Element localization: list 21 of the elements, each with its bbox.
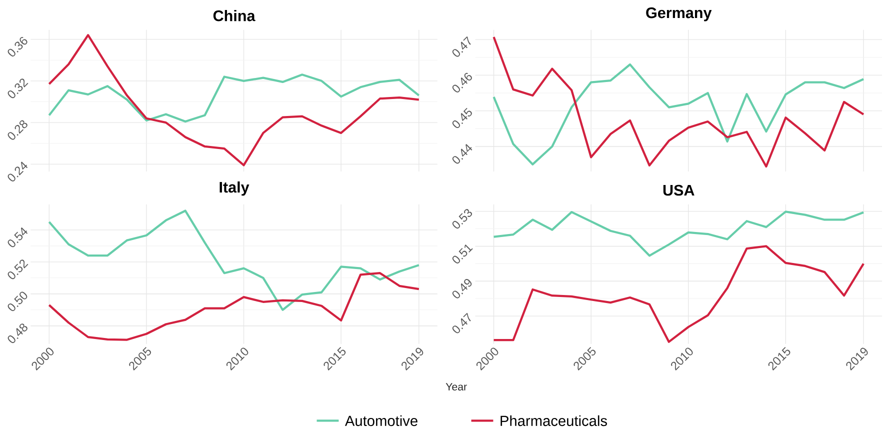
chart-title: Italy	[220, 182, 250, 196]
y-tick-label: 0.51	[452, 244, 473, 264]
chart-title: USA	[663, 185, 694, 196]
x-axis-title: Year	[446, 383, 467, 391]
chart-title: Germany	[646, 8, 712, 22]
legend-label: Pharmaceuticals	[500, 416, 607, 426]
y-tick-label: 0.53	[452, 209, 472, 229]
y-tick-label: 0.50	[8, 292, 28, 312]
y-tick-label: 0.48	[8, 324, 28, 344]
legend-label: Automotive	[344, 416, 418, 426]
y-tick-label: 0.54	[8, 228, 28, 248]
y-tick-label: 0.44	[452, 144, 472, 164]
y-tick-label: 0.32	[8, 78, 28, 98]
y-tick-label: 0.36	[8, 37, 28, 57]
chart-title: China	[213, 10, 256, 22]
y-tick-label: 0.24	[8, 162, 28, 182]
y-tick-label: 0.52	[8, 260, 28, 280]
y-tick-label: 0.28	[8, 120, 28, 140]
y-tick-label: 0.46	[452, 73, 472, 93]
y-tick-label: 0.49	[452, 279, 472, 299]
y-tick-label: 0.45	[452, 108, 472, 128]
